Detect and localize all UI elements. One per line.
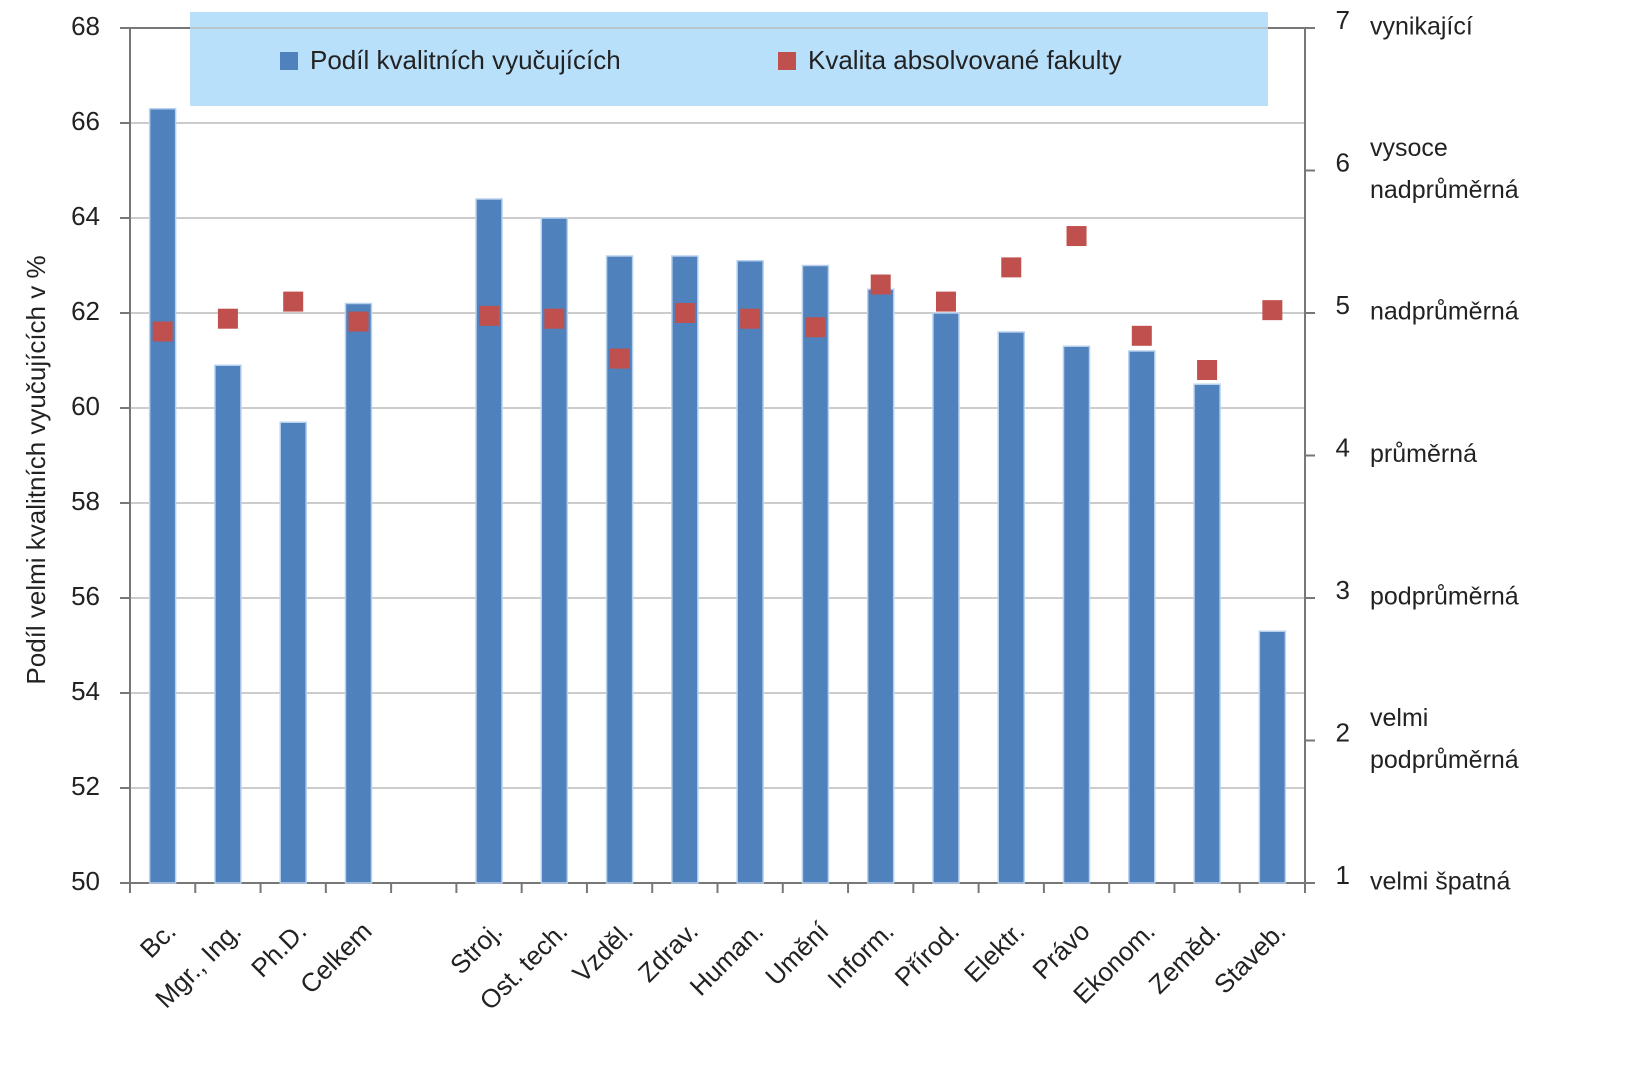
x-tick-label: Vzděl. <box>566 916 638 988</box>
y2-tick-label: 7 <box>1336 5 1350 35</box>
y2-tick-label: 3 <box>1336 575 1350 605</box>
y2-tick-label: 6 <box>1336 147 1350 177</box>
marker <box>609 348 630 369</box>
marker <box>152 321 173 342</box>
bar <box>932 312 960 884</box>
marker <box>740 308 761 329</box>
x-tick-label: Inform. <box>821 916 899 994</box>
bar <box>671 255 699 884</box>
bar <box>214 364 242 884</box>
marker <box>674 303 695 323</box>
marker <box>805 317 826 338</box>
marker <box>348 311 369 332</box>
y2-tick-label: 4 <box>1336 432 1350 462</box>
bar <box>148 108 177 884</box>
y2-tick-label: 2 <box>1336 717 1350 747</box>
bar <box>1062 345 1091 884</box>
marker <box>283 291 304 312</box>
y-tick-label: 66 <box>71 106 100 136</box>
bar <box>475 198 503 884</box>
y-tick-label: 50 <box>71 866 100 896</box>
y2-level-label: nadprůměrná <box>1370 176 1519 204</box>
y2-level-label: velmi špatná <box>1370 868 1510 896</box>
legend-swatch <box>778 52 796 70</box>
legend-label: Kvalita absolvované fakulty <box>808 45 1122 75</box>
bar <box>866 288 895 884</box>
marker <box>1131 325 1152 346</box>
y-tick-label: 52 <box>71 771 100 801</box>
y-axis-label: Podíl velmi kvalitních vyučujících v % <box>21 255 51 684</box>
y-tick-label: 54 <box>71 676 100 706</box>
y-tick-label: 56 <box>71 581 100 611</box>
x-tick-label: Bc. <box>134 916 182 964</box>
marker <box>1001 257 1022 278</box>
y-tick-label: 62 <box>71 296 100 326</box>
marker <box>1262 300 1283 321</box>
y2-level-label: velmi <box>1370 704 1428 732</box>
y-tick-label: 60 <box>71 391 100 421</box>
x-tick-label: Staveb. <box>1208 916 1292 1000</box>
y2-level-label: průměrná <box>1370 440 1477 468</box>
x-tick-label: Elektr. <box>958 916 1030 988</box>
bar <box>540 217 569 884</box>
y2-level-label: vynikající <box>1370 13 1473 41</box>
y2-level-label: podprůměrná <box>1370 746 1519 774</box>
y-tick-label: 58 <box>71 486 100 516</box>
marker <box>217 308 238 329</box>
bar <box>736 260 764 884</box>
bar <box>801 264 830 884</box>
x-tick-label: Přírod. <box>889 916 965 992</box>
bar <box>1193 383 1221 884</box>
bar <box>997 331 1025 884</box>
y2-level-label: podprůměrná <box>1370 583 1519 611</box>
y2-tick-label: 1 <box>1336 860 1350 890</box>
marker <box>479 305 500 326</box>
marker <box>544 308 565 329</box>
legend-swatch <box>280 52 298 70</box>
x-tick-label: Umění <box>759 915 835 991</box>
x-tick-label: Human. <box>684 916 770 1002</box>
y2-tick-label: 5 <box>1336 290 1350 320</box>
bar <box>344 302 373 884</box>
y2-level-label: nadprůměrná <box>1370 298 1519 326</box>
y-tick-label: 64 <box>71 201 100 231</box>
bar <box>279 421 307 884</box>
y2-level-label: vysoce <box>1370 134 1448 162</box>
y-tick-label: 68 <box>71 11 100 41</box>
marker <box>935 291 956 312</box>
marker <box>1066 226 1087 247</box>
x-tick-label: Zeměd. <box>1143 916 1227 1000</box>
x-tick-label: Celkem <box>294 916 378 1000</box>
marker <box>870 274 891 295</box>
legend-label: Podíl kvalitních vyučujících <box>310 45 621 75</box>
bar <box>1128 350 1156 884</box>
marker <box>1197 360 1218 380</box>
bar <box>1258 630 1287 884</box>
